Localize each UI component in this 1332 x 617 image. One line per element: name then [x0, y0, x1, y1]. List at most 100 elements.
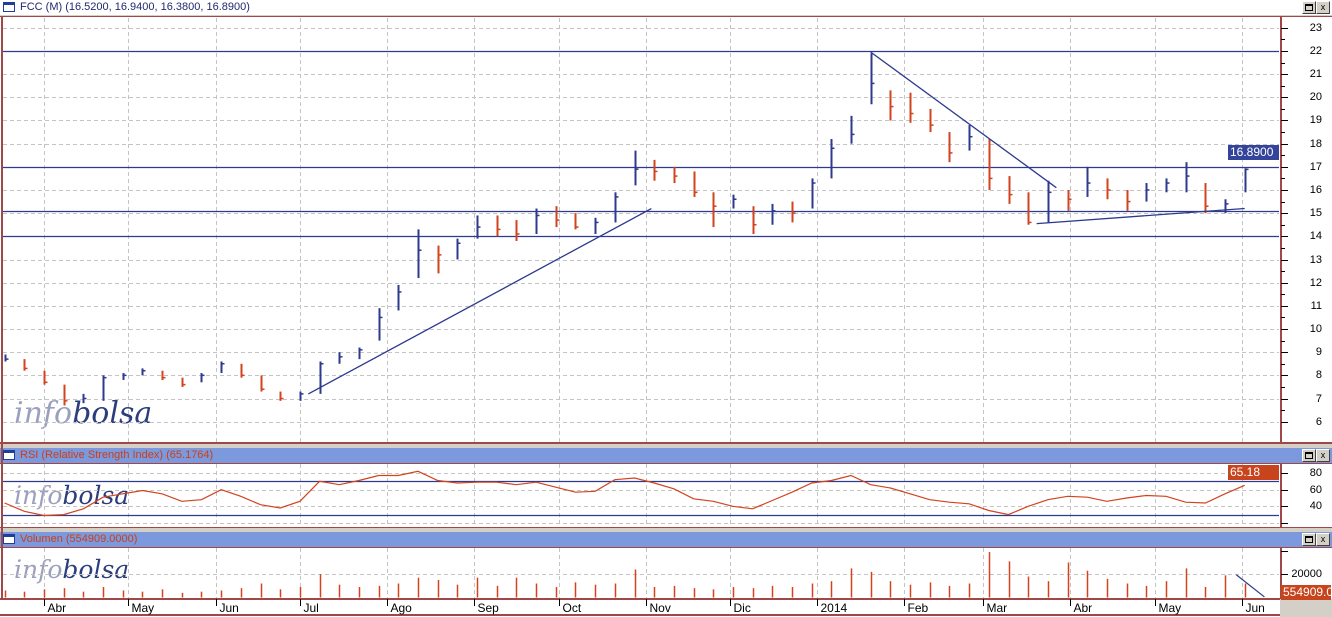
- price-bar: [141, 368, 146, 376]
- price-bar: [634, 150, 639, 186]
- maximize-button[interactable]: [1302, 1, 1316, 14]
- price-bar: [437, 245, 442, 274]
- price-axis-label: 21: [1309, 68, 1322, 81]
- price-bar: [732, 194, 737, 209]
- price-axis-label: 6: [1315, 415, 1322, 428]
- price-bar: [181, 377, 186, 387]
- date-axis-label: Abr: [47, 601, 67, 615]
- price-bar: [63, 384, 68, 406]
- price-axis-label: 18: [1309, 137, 1322, 150]
- rsi-panel-header: RSI (Relative Strength Index) (65.1764) …: [0, 448, 1332, 463]
- price-axis: [1280, 17, 1332, 442]
- volume-panel-title: Volumen (554909.0000): [20, 533, 138, 545]
- price-axis-label: 8: [1315, 369, 1322, 382]
- price-bar: [476, 215, 481, 239]
- infobolsa-logo: infobolsa: [14, 396, 153, 431]
- price-bar: [555, 206, 560, 228]
- trend-line: [1036, 207, 1245, 225]
- price-axis-label: 20: [1309, 91, 1322, 104]
- price-bar: [378, 308, 383, 341]
- price-axis-label: 7: [1315, 392, 1322, 405]
- price-bar: [752, 206, 757, 235]
- price-bar: [909, 92, 914, 123]
- price-axis-label: 19: [1309, 114, 1322, 127]
- rsi-panel-title: RSI (Relative Strength Index) (65.1764): [20, 449, 214, 461]
- corner-filler: [1280, 599, 1332, 617]
- price-bar: [1027, 192, 1032, 225]
- infobolsa-logo: infobolsa: [14, 555, 130, 584]
- date-axis-label: May: [1158, 601, 1182, 615]
- maximize-button[interactable]: [1302, 449, 1316, 462]
- price-bar: [417, 229, 422, 279]
- close-button[interactable]: x: [1316, 449, 1330, 462]
- date-axis-label: Nov: [649, 601, 671, 615]
- trend-line: [870, 51, 1057, 189]
- price-bar: [811, 178, 816, 209]
- price-bar: [240, 363, 245, 378]
- volume-last-value: 554909.00: [1281, 585, 1331, 600]
- price-axis-label: 16: [1309, 183, 1322, 196]
- trend-line: [308, 207, 652, 395]
- date-axis-label: Jul: [303, 601, 319, 615]
- price-panel-header: FCC (M) (16.5200, 16.9400, 16.3800, 16.8…: [0, 0, 1332, 15]
- price-bar: [1008, 176, 1013, 204]
- price-bar: [1145, 183, 1150, 202]
- rsi-last-value: 65.18: [1228, 465, 1279, 480]
- price-bar: [653, 159, 658, 181]
- price-bar: [4, 354, 9, 362]
- price-bar: [397, 284, 402, 311]
- price-bar: [712, 192, 717, 228]
- window-icon: [3, 450, 15, 460]
- price-bar: [1106, 178, 1111, 200]
- price-axis-label: 9: [1315, 346, 1322, 359]
- price-bar: [279, 391, 284, 401]
- rsi-axis-label: 40: [1309, 500, 1322, 513]
- price-bar: [299, 391, 304, 401]
- rsi-axis: [1280, 464, 1332, 527]
- date-axis-label: Abr: [1073, 601, 1093, 615]
- date-axis: [0, 598, 1280, 616]
- rsi-line: [4, 470, 1245, 517]
- date-axis-label: Sep: [477, 601, 499, 615]
- price-axis-label: 12: [1309, 276, 1322, 289]
- date-axis-label: Jun: [1245, 601, 1265, 615]
- price-bar: [220, 361, 225, 374]
- price-axis-label: 22: [1309, 44, 1322, 57]
- price-bar: [889, 90, 894, 121]
- price-bar: [594, 217, 599, 235]
- date-axis-label: Mar: [986, 601, 1008, 615]
- price-bar: [771, 203, 776, 225]
- price-axis-label: 23: [1309, 21, 1322, 34]
- price-bar: [1224, 199, 1229, 214]
- price-bar: [358, 347, 363, 360]
- price-bar: [338, 352, 343, 364]
- price-bar: [574, 213, 579, 230]
- price-bar: [1165, 178, 1170, 193]
- price-bar: [319, 361, 324, 394]
- price-bar: [791, 201, 796, 223]
- price-bar: [1185, 162, 1190, 193]
- price-axis-label: 13: [1309, 253, 1322, 266]
- date-axis-label: Oct: [562, 601, 582, 615]
- date-axis-label: Ago: [390, 601, 412, 615]
- price-bar: [948, 132, 953, 163]
- price-bar: [1067, 189, 1072, 211]
- price-bar: [1047, 180, 1052, 223]
- price-bar: [122, 373, 127, 380]
- date-axis-label: Jun: [219, 601, 239, 615]
- price-axis-label: 10: [1309, 323, 1322, 335]
- date-axis-label: 2014: [820, 601, 848, 615]
- price-bar: [496, 215, 501, 237]
- price-bar: [260, 375, 265, 392]
- price-bar: [1244, 168, 1249, 193]
- price-bar: [988, 139, 993, 190]
- infobolsa-logo: infobolsa: [14, 481, 130, 510]
- price-bar: [102, 375, 107, 401]
- close-button[interactable]: x: [1316, 1, 1330, 14]
- maximize-button[interactable]: [1302, 533, 1316, 546]
- price-bar: [161, 370, 166, 380]
- close-button[interactable]: x: [1316, 533, 1330, 546]
- price-bar: [43, 370, 48, 385]
- price-bar: [870, 53, 875, 105]
